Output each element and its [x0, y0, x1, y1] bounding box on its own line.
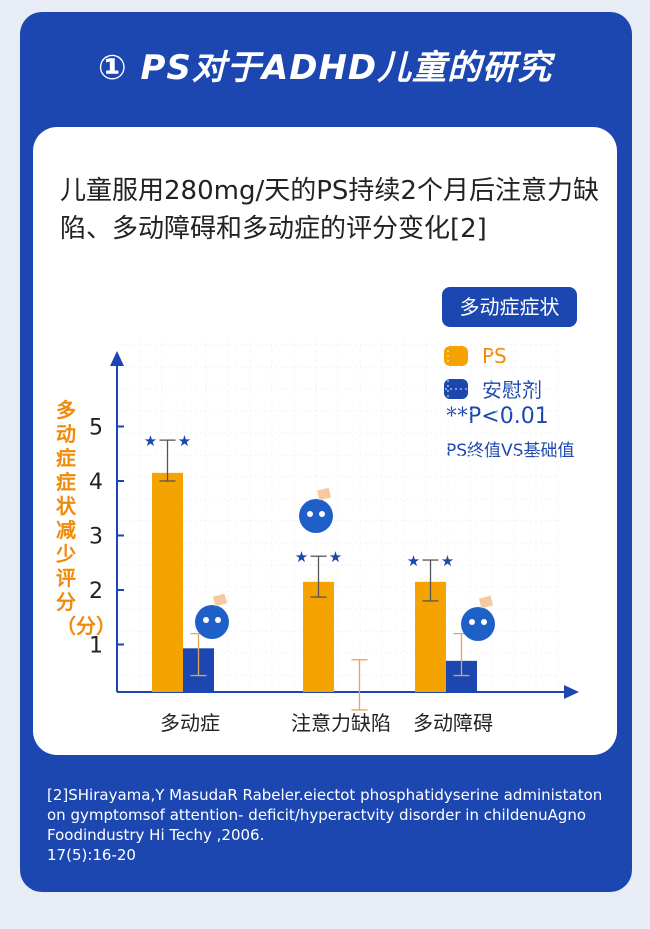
- y-axis-arrow: [110, 351, 124, 366]
- x-axis-arrow: [564, 685, 579, 699]
- mascot-icon: [195, 605, 229, 639]
- bar: [303, 581, 334, 692]
- mascot-badge: [316, 487, 332, 501]
- reference: [2]SHirayama,Y MasudaR Rabeler.eiectot p…: [47, 785, 622, 865]
- reference-line: [2]SHirayama,Y MasudaR Rabeler.eiectot p…: [47, 786, 603, 804]
- x-tick-label: 多动障碍: [413, 711, 493, 735]
- y-tick-label: 2: [89, 579, 103, 604]
- significance: **P<0.01: [446, 404, 549, 429]
- y-tick-label: 5: [89, 416, 103, 441]
- reference-line: Foodindustry Hi Techy ,2006.: [47, 826, 265, 844]
- x-tick-label: 注意力缺陷: [291, 711, 391, 735]
- legend-item-ps: PS: [444, 344, 507, 368]
- mascot-icon: [299, 499, 333, 533]
- mascot-eye: [469, 619, 475, 625]
- significance-star: ★: [329, 548, 342, 566]
- significance-star: ★: [178, 432, 191, 450]
- significance-star: ★: [144, 432, 157, 450]
- significance-star: ★: [407, 552, 420, 570]
- mascot-eye: [481, 619, 487, 625]
- mascot-eye: [203, 617, 209, 623]
- mascot-eye: [319, 511, 325, 517]
- mascot-icon: [461, 607, 495, 641]
- mascot-badge: [212, 593, 228, 607]
- legend-title: 多动症症状: [442, 287, 577, 327]
- legend-label: PS: [482, 344, 507, 368]
- bar: [152, 472, 183, 692]
- y-tick-label: 1: [89, 634, 103, 659]
- y-tick-label: 4: [89, 470, 103, 495]
- chart-title: 儿童服用280mg/天的PS持续2个月后注意力缺陷、多动障碍和多动症的评分变化[…: [60, 176, 599, 244]
- significance-star: ★: [295, 548, 308, 566]
- reference-line: on gymptomsof attention- deficit/hyperac…: [47, 806, 587, 824]
- page-title: ① PS对于ADHD儿童的研究: [97, 48, 553, 88]
- reference-line: 17(5):16-20: [47, 846, 136, 864]
- y-tick-label: 3: [89, 525, 103, 550]
- mascot-eye: [307, 511, 313, 517]
- significance-note: PS终值VS基础值: [446, 441, 575, 461]
- legend-swatch: [444, 346, 468, 366]
- x-tick-label: 多动症: [160, 711, 220, 735]
- mascot-badge: [478, 595, 494, 609]
- mascot-eye: [215, 617, 221, 623]
- significance-star: ★: [441, 552, 454, 570]
